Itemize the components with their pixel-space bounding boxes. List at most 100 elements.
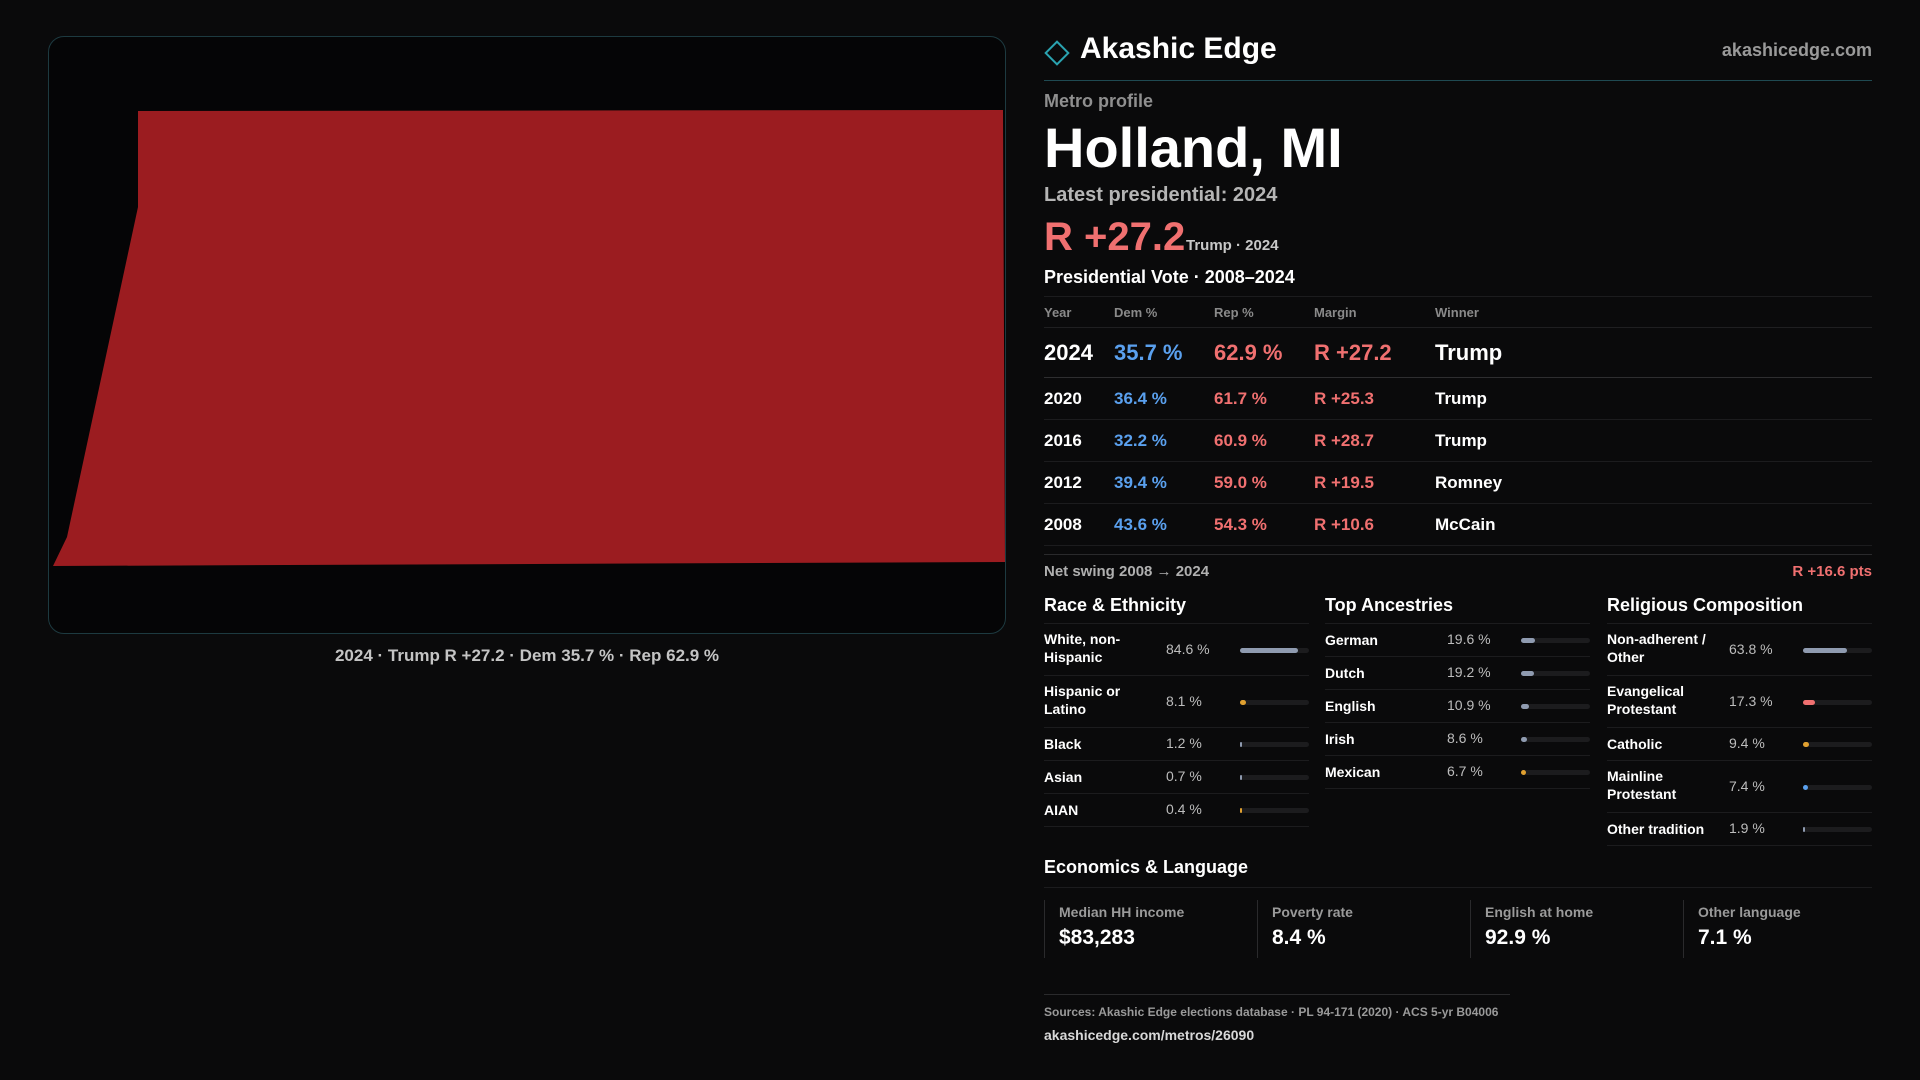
row-rep: 59.0 % bbox=[1214, 461, 1314, 504]
bar-track bbox=[1803, 827, 1872, 832]
bar-label: Asian bbox=[1044, 769, 1083, 785]
county-map[interactable] bbox=[49, 37, 1006, 634]
map-panel[interactable] bbox=[48, 36, 1006, 634]
bar-value: 63.8 % bbox=[1729, 640, 1773, 657]
bar-value: 9.4 % bbox=[1729, 735, 1765, 751]
bar-row: Dutch 19.2 % bbox=[1325, 657, 1590, 690]
bar-label: White, non-Hispanic bbox=[1044, 631, 1121, 665]
section-title: Top Ancestries bbox=[1325, 595, 1590, 624]
bar-row: Catholic 9.4 % bbox=[1607, 728, 1872, 761]
bar-label: Catholic bbox=[1607, 736, 1663, 752]
row-margin: R +19.5 bbox=[1314, 461, 1435, 504]
bar-fill bbox=[1803, 699, 1815, 705]
bar-row: Mainline Protestant 7.4 % bbox=[1607, 761, 1872, 813]
bar-row: White, non-Hispanic 84.6 % bbox=[1044, 624, 1309, 676]
votes-title: Presidential Vote · 2008–2024 bbox=[1044, 267, 1872, 297]
swing-value: R +16.6 pts bbox=[1792, 563, 1872, 580]
bar-track bbox=[1521, 671, 1590, 676]
row-winner: Trump bbox=[1435, 377, 1872, 420]
bar-fill bbox=[1240, 742, 1242, 747]
row-winner: Trump bbox=[1435, 327, 1872, 378]
row-winner: McCain bbox=[1435, 503, 1872, 546]
bar-value: 0.7 % bbox=[1166, 768, 1202, 784]
headline-margin: R +27.2 bbox=[1044, 215, 1186, 259]
bar-fill bbox=[1521, 638, 1535, 643]
row-year: 2016 bbox=[1044, 419, 1114, 462]
sources-text: Sources: Akashic Edge elections database… bbox=[1044, 1005, 1499, 1019]
stat-other-language: Other language 7.1 % bbox=[1683, 900, 1888, 958]
bar-value: 7.4 % bbox=[1729, 777, 1765, 794]
row-winner: Romney bbox=[1435, 461, 1872, 504]
economics-stats: Median HH income $83,283 Poverty rate 8.… bbox=[1044, 900, 1872, 980]
bar-fill bbox=[1240, 647, 1299, 653]
bar-value: 17.3 % bbox=[1729, 692, 1773, 709]
table-row: 2020 36.4 % 61.7 % R +25.3 Trump bbox=[1044, 377, 1872, 420]
bar-value: 0.4 % bbox=[1166, 801, 1202, 817]
race-ethnicity-section: Race & Ethnicity White, non-Hispanic 84.6… bbox=[1044, 595, 1309, 827]
stat-label: English at home bbox=[1485, 904, 1594, 920]
bar-fill bbox=[1240, 699, 1246, 705]
stat-label: Other language bbox=[1698, 904, 1801, 920]
bar-label: German bbox=[1325, 632, 1378, 648]
section-title: Race & Ethnicity bbox=[1044, 595, 1309, 624]
votes-header-row: Year Dem % Rep % Margin Winner bbox=[1044, 297, 1872, 328]
row-dem: 32.2 % bbox=[1114, 419, 1214, 462]
table-row: 2016 32.2 % 60.9 % R +28.7 Trump bbox=[1044, 419, 1872, 462]
stat-label: Poverty rate bbox=[1272, 904, 1353, 920]
demographics: Race & Ethnicity White, non-Hispanic 84.6… bbox=[1044, 595, 1872, 846]
bar-label: Irish bbox=[1325, 731, 1355, 747]
bar-row: Black 1.2 % bbox=[1044, 728, 1309, 761]
bar-fill bbox=[1803, 827, 1805, 832]
table-row: 2012 39.4 % 59.0 % R +19.5 Romney bbox=[1044, 461, 1872, 504]
row-rep: 54.3 % bbox=[1214, 503, 1314, 546]
bar-row: Non-adherent / Other 63.8 % bbox=[1607, 624, 1872, 676]
ancestries-section: Top Ancestries German 19.6 % Dutch 19.2 % En… bbox=[1325, 595, 1590, 789]
bar-row: Hispanic or Latino 8.1 % bbox=[1044, 676, 1309, 728]
bar-value: 19.2 % bbox=[1447, 664, 1491, 680]
map-caption: 2024 · Trump R +27.2 · Dem 35.7 % · Rep … bbox=[334, 646, 720, 665]
section-title: Religious Composition bbox=[1607, 595, 1872, 624]
bar-value: 1.9 % bbox=[1729, 820, 1765, 836]
bar-value: 10.9 % bbox=[1447, 697, 1491, 713]
sources-url[interactable]: akashicedge.com/metros/26090 bbox=[1044, 1027, 1255, 1043]
bar-value: 8.6 % bbox=[1447, 730, 1483, 746]
stat-value: 92.9 % bbox=[1485, 926, 1551, 949]
bar-track bbox=[1240, 699, 1309, 705]
map-region-ottawa[interactable] bbox=[53, 110, 1005, 566]
col-margin: Margin bbox=[1314, 297, 1435, 328]
stat-poverty: Poverty rate 8.4 % bbox=[1257, 900, 1462, 958]
bar-track bbox=[1240, 808, 1309, 813]
row-dem: 35.7 % bbox=[1114, 327, 1214, 378]
bar-row: Irish 8.6 % bbox=[1325, 723, 1590, 756]
bar-track bbox=[1803, 647, 1872, 653]
stat-value: $83,283 bbox=[1059, 926, 1135, 949]
stat-value: 8.4 % bbox=[1272, 926, 1326, 949]
row-dem: 36.4 % bbox=[1114, 377, 1214, 420]
stat-income: Median HH income $83,283 bbox=[1044, 900, 1249, 958]
page-title: Holland, MI bbox=[1044, 116, 1343, 179]
col-year: Year bbox=[1044, 297, 1114, 328]
table-row: 2008 43.6 % 54.3 % R +10.6 McCain bbox=[1044, 503, 1872, 546]
bar-fill bbox=[1240, 775, 1242, 780]
bar-value: 19.6 % bbox=[1447, 631, 1491, 647]
row-rep: 60.9 % bbox=[1214, 419, 1314, 462]
religion-section: Religious Composition Non-adherent / Oth… bbox=[1607, 595, 1872, 846]
net-swing: Net swing 2008 → 2024 R +16.6 pts bbox=[1044, 554, 1872, 585]
bar-row: AIAN 0.4 % bbox=[1044, 794, 1309, 827]
bar-track bbox=[1240, 775, 1309, 780]
profile-panel: Akashic Edge akashicedge.com Metro profi… bbox=[1044, 30, 1872, 980]
bar-track bbox=[1521, 770, 1590, 775]
row-margin: R +10.6 bbox=[1314, 503, 1435, 546]
bar-fill bbox=[1803, 784, 1809, 790]
row-winner: Trump bbox=[1435, 419, 1872, 462]
brand-name[interactable]: Akashic Edge bbox=[1080, 32, 1277, 65]
bar-track bbox=[1521, 737, 1590, 742]
brand-url[interactable]: akashicedge.com bbox=[1721, 40, 1872, 60]
headline-sub: Trump · 2024 bbox=[1186, 237, 1279, 254]
row-margin: R +27.2 bbox=[1314, 327, 1435, 378]
bar-label: Black bbox=[1044, 736, 1082, 752]
bar-row: Mexican 6.7 % bbox=[1325, 756, 1590, 789]
row-dem: 39.4 % bbox=[1114, 461, 1214, 504]
bar-label: AIAN bbox=[1044, 802, 1079, 818]
bar-label: Non-adherent / Other bbox=[1607, 631, 1706, 665]
